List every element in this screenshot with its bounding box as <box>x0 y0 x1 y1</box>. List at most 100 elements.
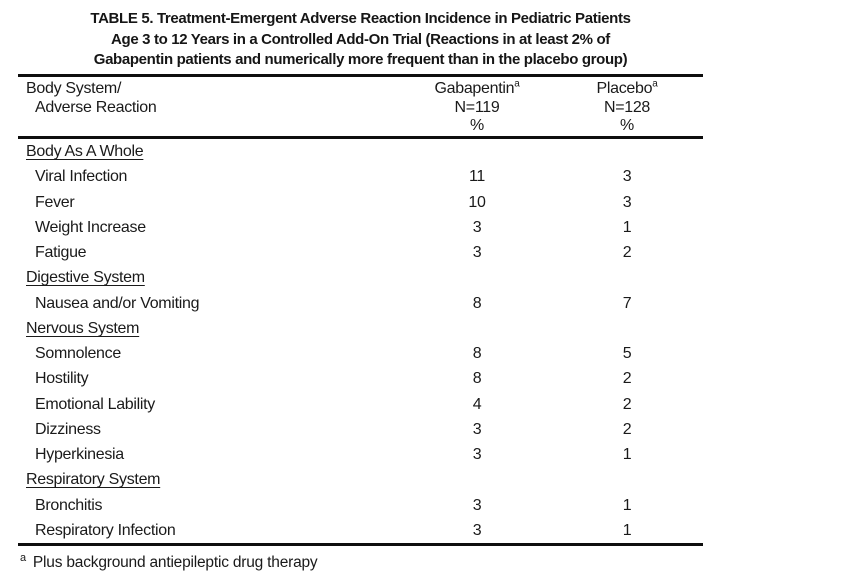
header-divider-rule <box>18 136 703 139</box>
reaction-label: Somnolence <box>18 345 402 363</box>
reaction-label-text: Nausea and/or Vomiting <box>35 294 200 312</box>
adverse-reaction-row: Emotional Lability 4 2 <box>18 392 703 417</box>
reaction-label: Fatigue <box>18 244 402 262</box>
section-header-row: Digestive System <box>18 266 703 291</box>
reaction-label-text: Somnolence <box>35 345 121 363</box>
header-gabapentin-column: Gabapentina N=119 % <box>402 78 552 136</box>
header-gabapentin-n: N=119 <box>454 98 500 116</box>
section-name-text: Digestive System <box>26 269 145 287</box>
header-body-system-line1: Body System/ <box>26 80 122 97</box>
adverse-reaction-row: Dizziness 3 2 <box>18 417 703 442</box>
header-body-system-line2: Adverse Reaction <box>35 98 157 116</box>
reaction-label-text: Hostility <box>35 370 89 388</box>
reaction-label-text: Bronchitis <box>35 496 103 514</box>
gabapentin-value: 8 <box>472 294 482 312</box>
table-footnote: a Plus background antiepileptic drug ther… <box>20 551 318 572</box>
header-body-system-column: Body System/ Adverse Reaction <box>18 80 402 136</box>
header-gabapentin-name: Gabapentina <box>402 78 552 99</box>
reaction-label-text: Hyperkinesia <box>35 446 124 464</box>
reaction-label: Weight Increase <box>18 219 402 237</box>
gabapentin-label: Gabapentin <box>434 80 515 97</box>
adverse-reaction-row: Fever 10 3 <box>18 190 703 215</box>
gabapentin-footnote-marker: a <box>514 78 520 90</box>
placebo-value: 3 <box>622 168 632 186</box>
reaction-label: Hostility <box>18 370 402 388</box>
reaction-label: Respiratory Infection <box>18 522 402 540</box>
reaction-label-text: Fever <box>35 193 75 211</box>
section-name: Digestive System <box>18 269 402 287</box>
reaction-label: Bronchitis <box>18 497 402 515</box>
table-header: Body System/ Adverse Reaction Gabapentin… <box>18 78 703 136</box>
placebo-value: 2 <box>622 420 632 438</box>
reaction-label: Viral Infection <box>18 168 402 186</box>
section-header-row: Nervous System <box>18 316 703 341</box>
placebo-value: 2 <box>622 244 632 262</box>
reaction-label: Hyperkinesia <box>18 446 402 464</box>
gabapentin-value: 3 <box>472 496 482 514</box>
adverse-reaction-row: Bronchitis 3 1 <box>18 493 703 518</box>
footnote-text: Plus background antiepileptic drug thera… <box>32 554 318 571</box>
header-placebo-column: Placeboa N=128 % <box>552 78 702 136</box>
section-name-text: Respiratory System <box>26 471 161 489</box>
header-placebo-name: Placeboa <box>552 78 702 99</box>
reaction-label-text: Fatigue <box>35 244 87 262</box>
gabapentin-value: 3 <box>472 244 482 262</box>
adverse-reaction-row: Fatigue 3 2 <box>18 241 703 266</box>
gabapentin-value: 8 <box>472 345 482 363</box>
reaction-label-text: Emotional Lability <box>35 395 155 413</box>
table-body: Body As A Whole Viral Infection 11 3 Fever 10… <box>18 140 703 544</box>
adverse-reaction-row: Viral Infection 11 3 <box>18 165 703 190</box>
placebo-footnote-marker: a <box>652 78 658 90</box>
header-placebo-n: N=128 <box>603 98 651 116</box>
table-title-line-2: Age 3 to 12 Years in a Controlled Add-On… <box>111 30 610 48</box>
adverse-reaction-row: Somnolence 8 5 <box>18 342 703 367</box>
gabapentin-value: 4 <box>472 395 482 413</box>
reaction-label-text: Viral Infection <box>35 168 128 186</box>
gabapentin-value: 11 <box>468 168 485 186</box>
reaction-label: Emotional Lability <box>18 396 402 414</box>
section-name: Respiratory System <box>18 471 402 489</box>
adverse-reaction-row: Weight Increase 3 1 <box>18 215 703 240</box>
gabapentin-value: 10 <box>468 193 486 211</box>
top-rule <box>18 74 703 77</box>
gabapentin-value: 3 <box>472 521 482 539</box>
reaction-label-text: Respiratory Infection <box>35 521 176 539</box>
placebo-label: Placebo <box>596 80 653 97</box>
reaction-label-text: Weight Increase <box>35 218 146 236</box>
table-title: TABLE 5. Treatment-Emergent Adverse Reac… <box>18 9 703 71</box>
placebo-value: 2 <box>622 395 632 413</box>
placebo-value: 1 <box>622 218 632 236</box>
reaction-label: Nausea and/or Vomiting <box>18 295 402 313</box>
placebo-value: 1 <box>622 446 632 464</box>
section-header-row: Body As A Whole <box>18 140 703 165</box>
table-title-line-3: Gabapentin patients and numerically more… <box>93 51 628 68</box>
header-placebo-percent: % <box>620 117 634 134</box>
header-gabapentin-percent: % <box>470 117 484 134</box>
section-header-row: Respiratory System <box>18 468 703 493</box>
placebo-value: 1 <box>622 521 632 539</box>
placebo-value: 5 <box>622 345 632 363</box>
placebo-value: 1 <box>622 496 632 514</box>
section-name-text: Nervous System <box>26 319 140 337</box>
adverse-reaction-row: Hyperkinesia 3 1 <box>18 443 703 468</box>
table-title-line-1: TABLE 5. Treatment-Emergent Adverse Reac… <box>90 10 631 27</box>
reaction-label: Fever <box>18 194 402 212</box>
footnote-marker: a <box>20 551 26 564</box>
gabapentin-value: 3 <box>472 218 482 236</box>
section-name: Nervous System <box>18 320 402 338</box>
adverse-reaction-row: Nausea and/or Vomiting 8 7 <box>18 291 703 316</box>
placebo-value: 7 <box>622 294 632 312</box>
section-name-text: Body As A Whole <box>26 143 144 161</box>
placebo-value: 3 <box>622 193 632 211</box>
gabapentin-value: 3 <box>472 420 482 438</box>
reaction-label-text: Dizziness <box>35 420 101 438</box>
adverse-reaction-row: Hostility 8 2 <box>18 367 703 392</box>
gabapentin-value: 8 <box>472 370 482 388</box>
gabapentin-value: 3 <box>472 446 482 464</box>
adverse-reaction-row: Respiratory Infection 3 1 <box>18 518 703 543</box>
section-name: Body As A Whole <box>18 143 402 161</box>
reaction-label: Dizziness <box>18 421 402 439</box>
placebo-value: 2 <box>622 370 632 388</box>
bottom-rule <box>18 543 703 546</box>
